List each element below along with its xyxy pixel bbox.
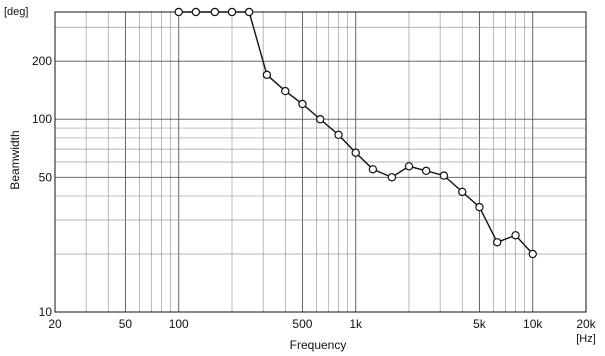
data-point bbox=[493, 238, 502, 247]
x-tick-label: 1k bbox=[349, 317, 363, 331]
x-tick-label: 20 bbox=[48, 317, 62, 331]
data-point bbox=[298, 99, 307, 109]
data-point bbox=[262, 70, 272, 80]
data-point bbox=[210, 7, 220, 17]
data-point bbox=[174, 7, 183, 17]
data-point bbox=[528, 249, 537, 259]
data-point bbox=[281, 86, 290, 96]
series-markers bbox=[174, 7, 537, 259]
x-axis-title: Frequency bbox=[290, 338, 347, 352]
y-unit-label: [deg] bbox=[4, 6, 28, 18]
data-point bbox=[439, 171, 449, 180]
x-unit-label: [Hz] bbox=[576, 333, 596, 345]
data-point bbox=[458, 187, 467, 197]
grid bbox=[54, 11, 587, 313]
data-point bbox=[316, 115, 325, 124]
plot-frame bbox=[54, 11, 587, 313]
x-tick-labels: 20 50 100 500 1k 5k 10k 20k bbox=[48, 317, 596, 331]
y-tick-label: 100 bbox=[32, 112, 52, 126]
y-tick-label: 200 bbox=[32, 54, 52, 68]
data-point bbox=[334, 130, 343, 140]
data-point bbox=[191, 7, 201, 17]
y-axis-title: Beamwidth bbox=[8, 130, 22, 189]
x-tick-label: 20k bbox=[576, 317, 596, 331]
y-tick-labels: 10 50 100 200 bbox=[32, 54, 52, 319]
data-point bbox=[351, 148, 360, 157]
data-point bbox=[387, 173, 397, 182]
x-tick-label: 10k bbox=[523, 317, 543, 331]
data-point bbox=[404, 162, 414, 171]
x-tick-label: 50 bbox=[119, 317, 133, 331]
data-point bbox=[368, 165, 378, 174]
x-tick-label: 100 bbox=[169, 317, 189, 331]
y-tick-label: 50 bbox=[39, 170, 53, 184]
data-point bbox=[244, 7, 254, 17]
y-tick-label: 10 bbox=[39, 305, 53, 319]
data-point bbox=[475, 202, 484, 212]
x-tick-label: 500 bbox=[292, 317, 312, 331]
data-point bbox=[421, 166, 431, 176]
data-point bbox=[511, 231, 520, 240]
x-tick-label: 5k bbox=[473, 317, 487, 331]
data-point bbox=[227, 7, 237, 17]
